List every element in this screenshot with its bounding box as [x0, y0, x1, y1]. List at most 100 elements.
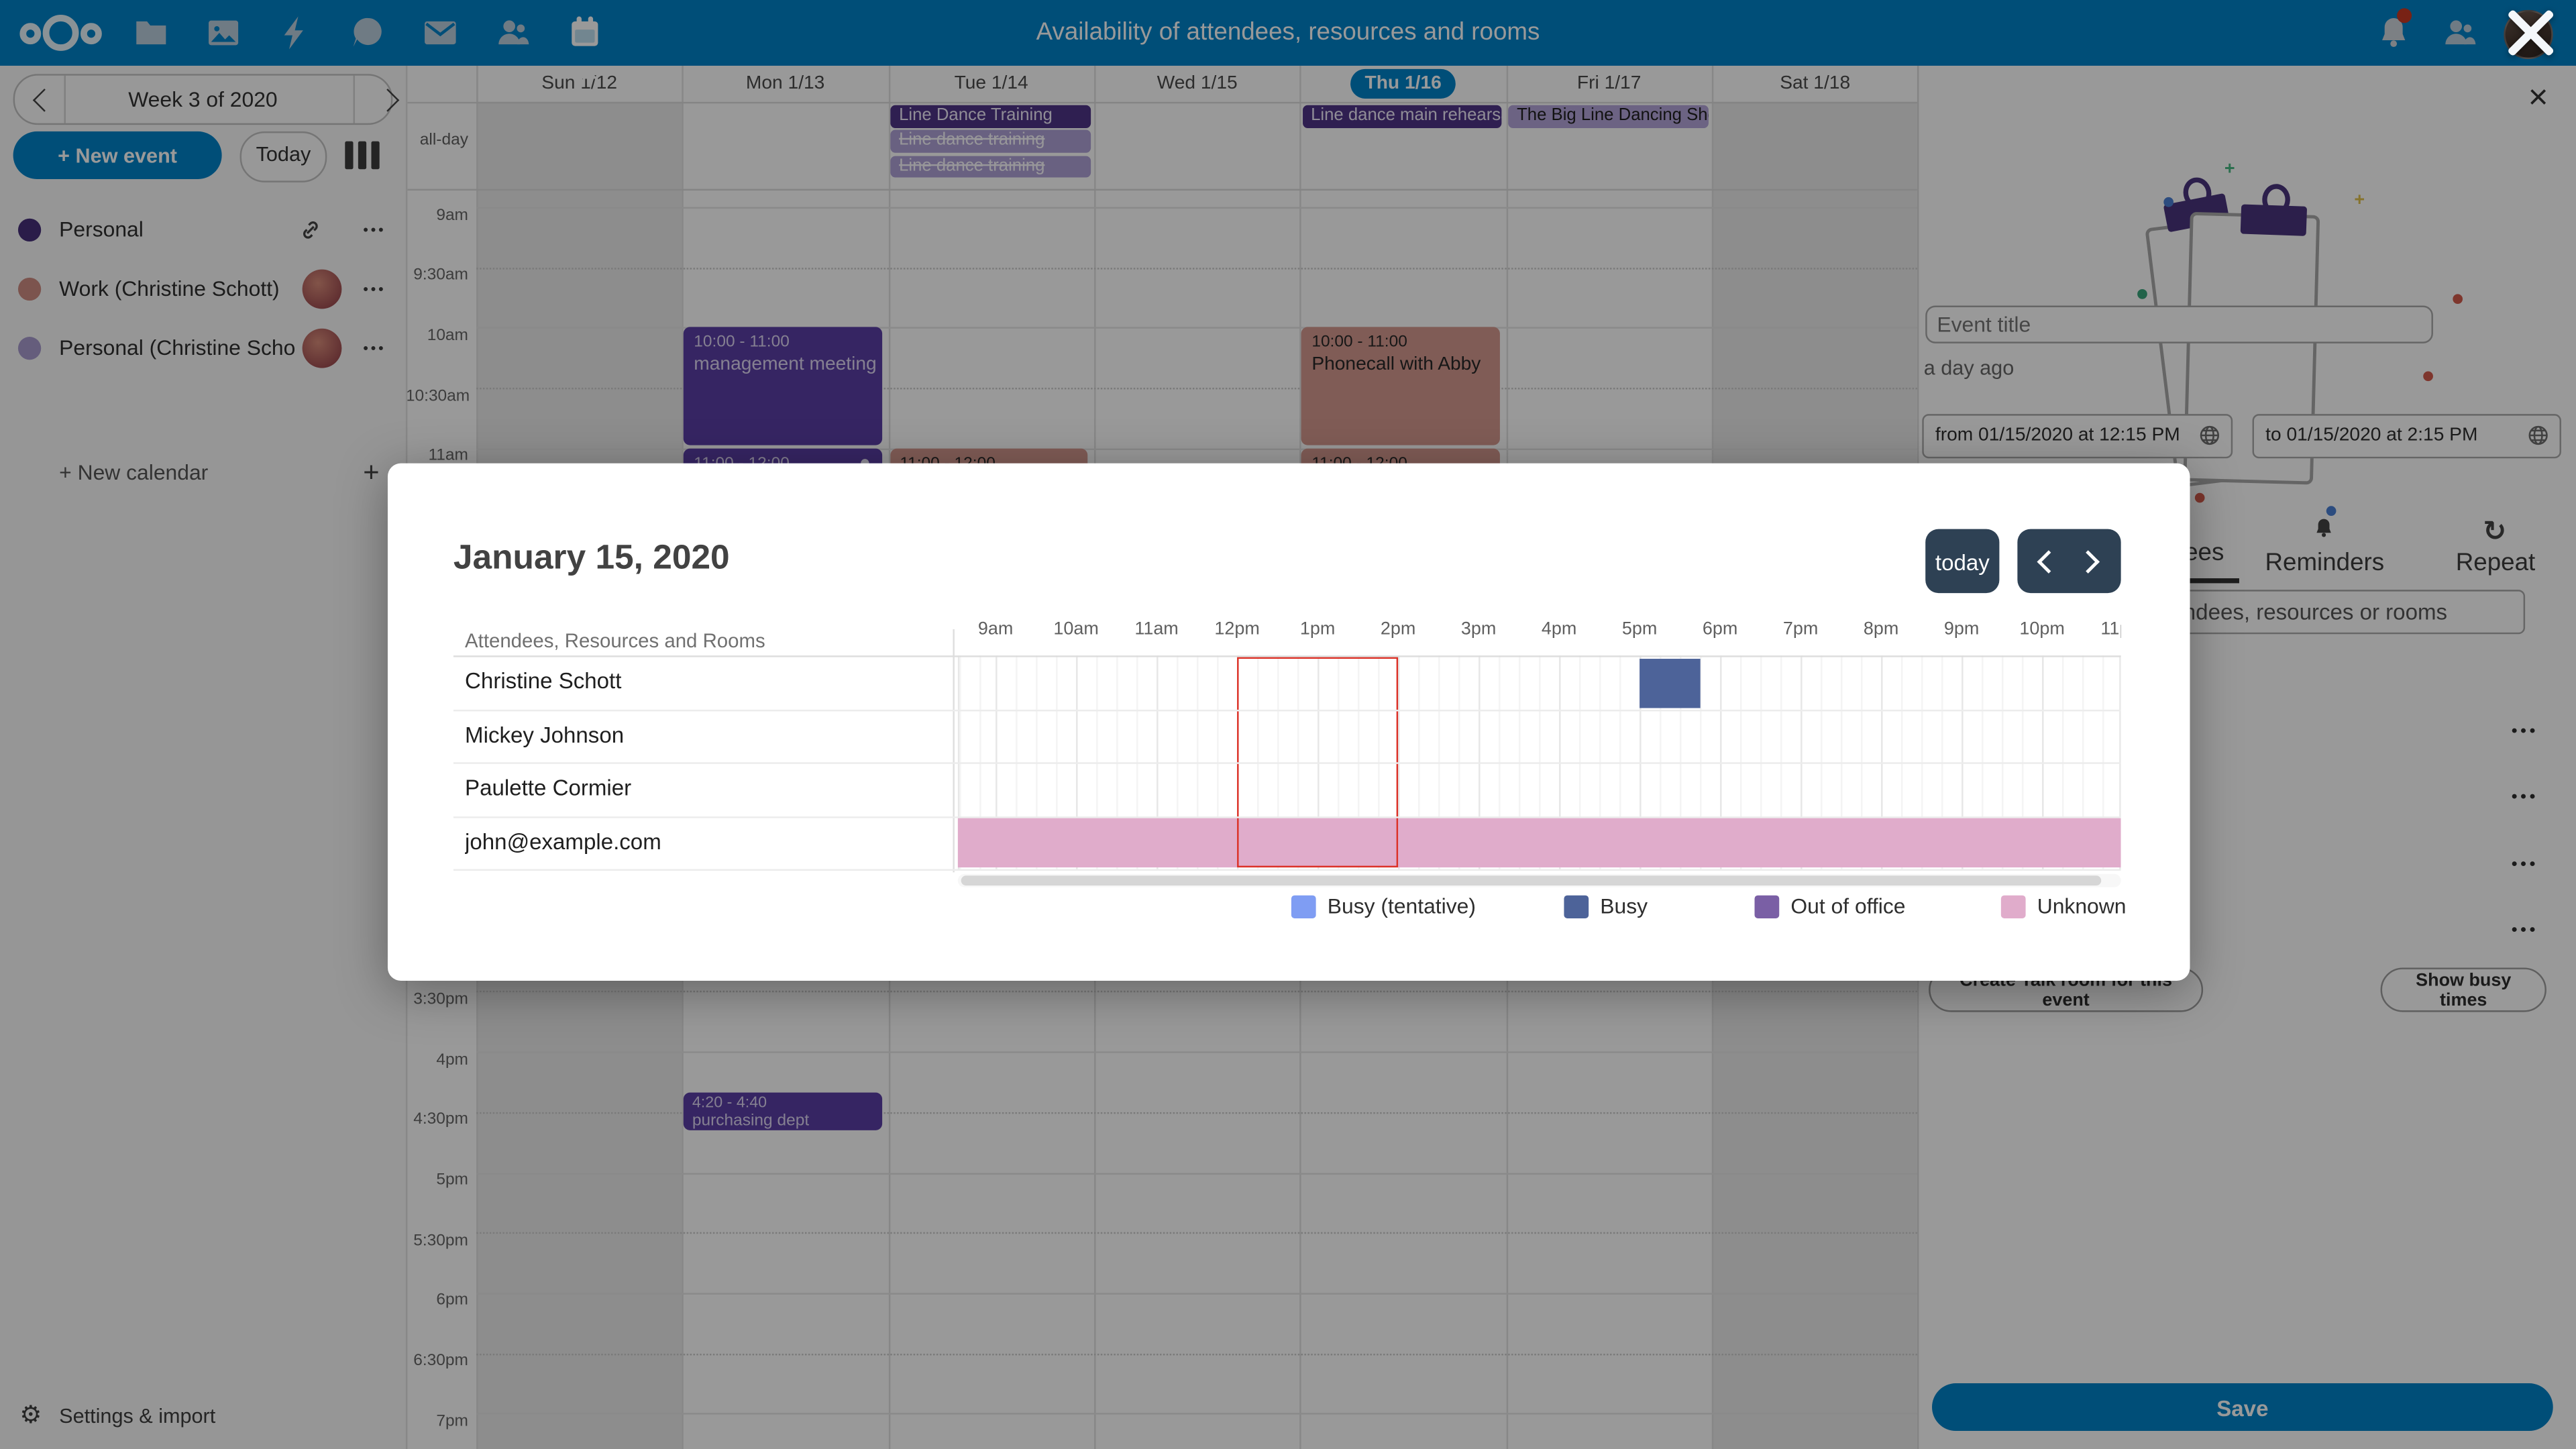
calendar-actions-menu[interactable]: ••• [363, 339, 386, 357]
axis-hour-label: 9pm [1943, 619, 1980, 639]
axis-hour-label: 1pm [1299, 619, 1336, 639]
attendee-row-menu[interactable]: ••• [2511, 722, 2539, 741]
time-label: 9am [436, 206, 468, 225]
photos-icon[interactable] [204, 13, 244, 53]
last-modified-text: a day ago [1923, 356, 2015, 380]
confetti-dot [2326, 506, 2337, 516]
mail-icon[interactable] [421, 13, 460, 53]
day-header[interactable]: Mon 1/13 [745, 74, 825, 94]
contacts-icon[interactable] [493, 13, 533, 53]
attendee-name: Mickey Johnson [465, 722, 625, 747]
day-header[interactable]: Sat 1/18 [1780, 74, 1851, 94]
legend-label: Unknown [2037, 894, 2127, 918]
day-header[interactable]: Wed 1/15 [1157, 74, 1238, 94]
event-title: management meeting [694, 356, 877, 376]
time-label: 11am [428, 447, 468, 466]
new-event-button[interactable]: + New event [13, 131, 222, 179]
timezone-globe-icon[interactable] [2198, 424, 2221, 447]
day-header[interactable]: Fri 1/17 [1576, 74, 1642, 94]
tab-label: Repeat [2455, 548, 2536, 577]
allday-event[interactable]: Line Dance Training [890, 105, 1091, 127]
legend-swatch [1754, 895, 1780, 918]
save-button[interactable]: Save [1932, 1383, 2553, 1432]
contacts-menu-icon[interactable] [2440, 13, 2479, 53]
calendar-event[interactable]: 4:20 - 4:40 purchasing dept [684, 1091, 882, 1130]
allday-event[interactable]: Line dance main rehearsal [1302, 105, 1503, 127]
time-label: 6pm [436, 1292, 468, 1310]
axis-hour-label: 10pm [2019, 619, 2065, 639]
top-bar: Availability of attendees, resources and… [0, 0, 2576, 79]
allday-event[interactable]: Line dance training [890, 130, 1091, 153]
end-datetime-field[interactable]: to 01/15/2020 at 2:15 PM [2252, 414, 2561, 459]
tab-repeat[interactable]: ↻ Repeat [2414, 513, 2576, 586]
today-button-sidebar[interactable]: Today [239, 131, 327, 182]
owner-avatar [302, 269, 342, 309]
time-label: 5:30pm [413, 1232, 468, 1250]
event-title-input[interactable] [1925, 305, 2433, 343]
day-header[interactable]: Tue 1/14 [954, 74, 1028, 94]
nextcloud-logo-icon[interactable] [19, 13, 102, 53]
new-calendar-row[interactable]: + New calendar + [0, 443, 406, 502]
allday-event[interactable]: Line dance training [890, 156, 1091, 178]
tab-reminders[interactable]: Reminders [2243, 513, 2407, 586]
calendar-icon[interactable] [565, 13, 604, 53]
allday-event[interactable]: The Big Line Dancing Show [1508, 105, 1709, 127]
legend-swatch [1291, 895, 1316, 918]
calendar-event[interactable]: 10:00 - 11:00 Phonecall with Abby [1301, 327, 1500, 446]
active-app-indicator [572, 65, 598, 79]
modal-today-button[interactable]: today [1925, 529, 2000, 594]
axis-hour-label: 6pm [1702, 619, 1738, 639]
confetti-plus: + [2354, 191, 2365, 211]
axis-hour-label: 12pm [1214, 619, 1260, 639]
time-slot-line [476, 1112, 1917, 1114]
files-icon[interactable] [131, 13, 171, 53]
start-datetime-field[interactable]: from 01/15/2020 at 12:15 PM [1922, 414, 2233, 459]
availability-scrollbar-thumb[interactable] [961, 875, 2102, 886]
legend-label: Busy (tentative) [1327, 894, 1476, 918]
legend-label: Busy [1600, 894, 1648, 918]
calendar-list-item[interactable]: Personal (Christine Scho… ••• [0, 319, 406, 378]
repeat-icon: ↻ [2483, 515, 2507, 547]
time-slot-line [476, 388, 1917, 390]
confetti-dot [2423, 371, 2433, 382]
calendar-event[interactable]: 10:00 - 11:00 management meeting [684, 327, 882, 446]
time-label: 9:30am [413, 266, 468, 285]
axis-hour-label: 11am [1134, 619, 1179, 639]
gear-icon: ⚙ [19, 1401, 42, 1430]
attendee-row-separator [453, 762, 2121, 764]
attendee-row-menu[interactable]: ••• [2511, 788, 2539, 807]
calendar-list-item[interactable]: Personal ••• [0, 201, 406, 260]
attendee-row-menu[interactable]: ••• [2511, 855, 2539, 874]
time-label: 6:30pm [413, 1352, 468, 1371]
activity-icon[interactable] [276, 13, 315, 53]
attendee-row-menu[interactable]: ••• [2511, 921, 2539, 940]
calendar-actions-menu[interactable]: ••• [363, 280, 386, 298]
calendar-actions-menu[interactable]: ••• [363, 221, 386, 239]
time-label: 10:30am [405, 387, 470, 406]
attendee-row-separator [453, 655, 2121, 657]
settings-label: Settings & import [59, 1404, 216, 1428]
share-link-icon[interactable] [297, 217, 323, 243]
settings-row[interactable]: ⚙ Settings & import [0, 1385, 406, 1447]
view-switcher-icon[interactable] [345, 141, 381, 170]
start-datetime-value: from 01/15/2020 at 12:15 PM [1935, 425, 2180, 445]
axis-hour-label: 7pm [1782, 619, 1819, 639]
new-calendar-label[interactable]: + New calendar [59, 460, 209, 485]
calendar-list-item[interactable]: Work (Christine Schott) ••• [0, 260, 406, 319]
calendar-name: Work (Christine Schott) [59, 276, 280, 301]
close-icon[interactable]: × [2528, 78, 2548, 117]
time-slot-line [476, 1232, 1917, 1234]
time-label: 3:30pm [413, 990, 468, 1009]
show-busy-times-button[interactable]: Show busy times [2380, 967, 2546, 1012]
week-label[interactable]: Week 3 of 2020 [128, 87, 278, 112]
tab-label: Reminders [2265, 548, 2385, 577]
timezone-globe-icon[interactable] [2527, 424, 2550, 447]
modal-date-title: January 15, 2020 [453, 539, 730, 577]
day-header-today[interactable]: Thu 1/16 [1300, 66, 1506, 102]
talk-icon[interactable] [348, 13, 388, 53]
time-slot-line [476, 1353, 1917, 1355]
plus-icon[interactable]: + [363, 456, 380, 488]
notifications-bell-icon[interactable] [2374, 8, 2414, 53]
confetti-plus: + [2224, 159, 2235, 179]
modal-date-nav [2017, 529, 2121, 594]
